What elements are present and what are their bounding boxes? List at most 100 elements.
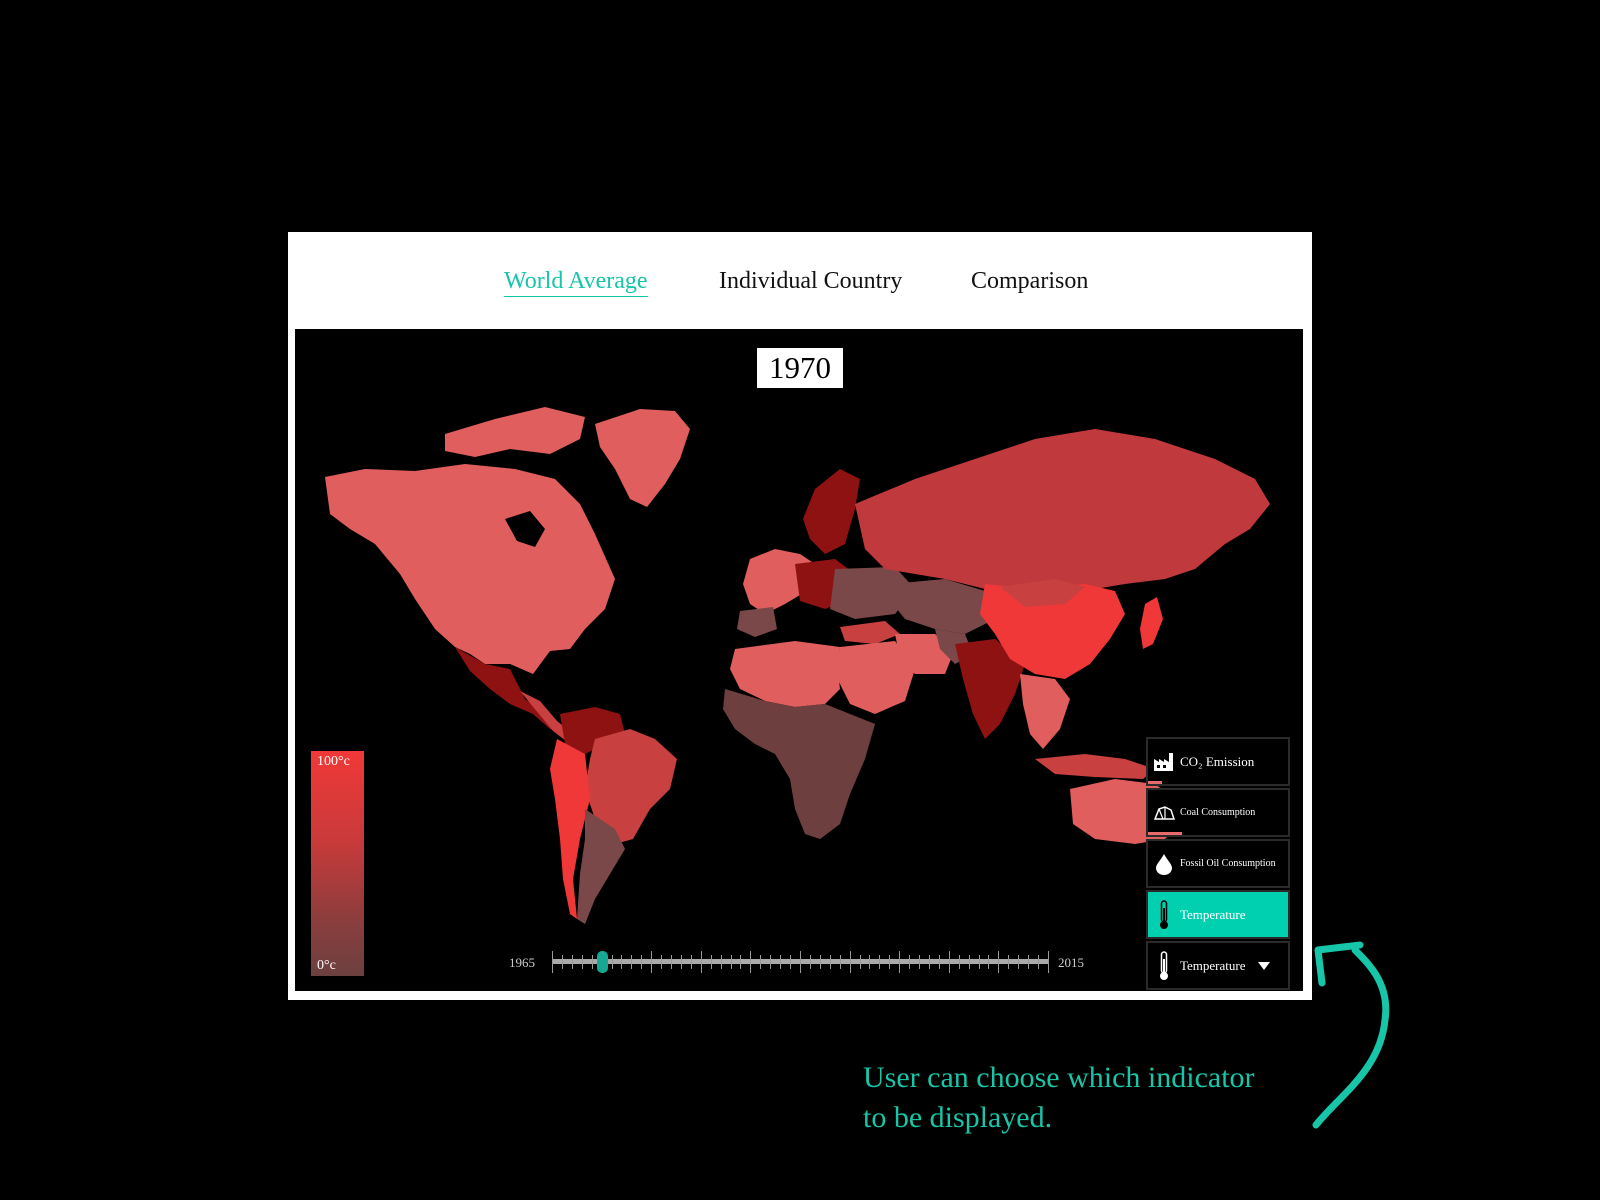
region-turkey xyxy=(840,621,900,644)
region-japan xyxy=(1140,597,1163,649)
region-arctic-islands xyxy=(445,407,585,457)
slider-tick xyxy=(849,951,851,973)
world-map-panel: 1970 100°c 0°c 1965 2015 CO₂ Emission Co… xyxy=(295,329,1303,991)
slider-tick xyxy=(671,955,673,969)
slider-tick xyxy=(571,955,573,969)
region-andes xyxy=(550,739,590,919)
slider-tick xyxy=(1018,955,1020,969)
slider-start-label: 1965 xyxy=(509,955,535,970)
slider-tick xyxy=(790,955,792,969)
slider-tick xyxy=(552,951,553,973)
factory-icon xyxy=(1148,752,1180,772)
slider-tick xyxy=(1028,955,1030,969)
slider-tick xyxy=(641,955,643,969)
region-colombia-venezuela xyxy=(560,707,625,754)
indicator-level-bar xyxy=(1148,832,1182,835)
slider-tick xyxy=(591,955,593,969)
indicator-coal-consumption[interactable]: Coal Consumption xyxy=(1146,788,1290,837)
region-brazil xyxy=(585,729,677,844)
slider-tick xyxy=(800,951,801,973)
slider-tick xyxy=(690,955,692,969)
legend-max-label: 100°c xyxy=(317,754,350,769)
indicator-fossil-oil-consumption[interactable]: Fossil Oil Consumption xyxy=(1146,839,1290,888)
thermometer-icon xyxy=(1148,950,1180,981)
year-slider-ticks xyxy=(552,951,1049,973)
slider-tick xyxy=(938,955,940,969)
slider-tick xyxy=(809,955,811,969)
year-slider-thumb[interactable] xyxy=(597,951,608,973)
indicator-label: Coal Consumption xyxy=(1180,807,1256,818)
slider-tick xyxy=(561,955,563,969)
region-china xyxy=(980,584,1125,679)
slider-tick xyxy=(899,951,901,973)
region-eastern-europe xyxy=(830,567,915,619)
slider-tick xyxy=(730,955,732,969)
slider-tick xyxy=(879,955,881,969)
indicator-co2-emission[interactable]: CO₂ Emission xyxy=(1146,737,1290,786)
slider-tick xyxy=(948,951,950,973)
indicator-label: CO₂ Emission xyxy=(1180,753,1255,769)
region-india xyxy=(955,639,1025,739)
slider-tick xyxy=(998,951,1000,973)
slider-tick xyxy=(889,955,891,969)
slider-tick xyxy=(978,955,980,969)
slider-tick xyxy=(651,951,653,973)
slider-tick xyxy=(819,955,821,969)
slider-tick xyxy=(988,955,990,969)
indicator-label: Fossil Oil Consumption xyxy=(1180,858,1276,869)
chevron-down-icon[interactable] xyxy=(1257,961,1270,970)
slider-tick xyxy=(710,955,712,969)
indicator-panel: CO₂ Emission Coal Consumption Fossil Oil… xyxy=(1146,737,1290,991)
app-frame: World Average Individual Country Compari… xyxy=(288,232,1312,1000)
slider-tick xyxy=(700,951,702,973)
slider-tick xyxy=(760,955,762,969)
slider-tick xyxy=(661,955,663,969)
slider-tick xyxy=(611,955,613,969)
slider-tick xyxy=(869,955,871,969)
slider-tick xyxy=(631,955,633,969)
slider-tick xyxy=(740,955,742,969)
slider-tick xyxy=(720,955,722,969)
dropdown-selected-label: Temperature xyxy=(1180,957,1246,973)
region-scandinavia xyxy=(803,469,860,554)
region-mongolia xyxy=(1000,579,1085,607)
tab-world-average[interactable]: World Average xyxy=(504,268,648,297)
slider-tick xyxy=(958,955,960,969)
slider-tick xyxy=(780,955,782,969)
region-arabia xyxy=(835,641,915,714)
year-display: 1970 xyxy=(757,348,843,388)
region-iberia xyxy=(737,607,777,637)
indicator-temperature[interactable]: Temperature xyxy=(1146,890,1290,939)
slider-end-label: 2015 xyxy=(1058,955,1084,970)
slider-tick xyxy=(909,955,911,969)
region-africa xyxy=(723,689,875,839)
annotation-line-1: User can choose which indicator xyxy=(863,1061,1255,1094)
slider-tick xyxy=(919,955,921,969)
slider-tick xyxy=(621,955,623,969)
color-legend: 100°c 0°c xyxy=(311,751,364,976)
slider-tick xyxy=(1048,951,1049,973)
slider-tick xyxy=(770,955,772,969)
indicator-label: Temperature xyxy=(1180,906,1246,922)
slider-tick xyxy=(829,955,831,969)
region-se-asia xyxy=(1020,674,1070,749)
slider-tick xyxy=(859,955,861,969)
region-central-asia xyxy=(890,579,995,634)
slider-tick xyxy=(968,955,970,969)
slider-tick xyxy=(928,955,930,969)
legend-min-label: 0°c xyxy=(317,958,336,973)
oil-drop-icon xyxy=(1148,853,1180,875)
slider-tick xyxy=(1008,955,1010,969)
tab-comparison[interactable]: Comparison xyxy=(971,268,1089,294)
slider-tick xyxy=(750,951,752,973)
annotation-text: User can choose which indicator to be di… xyxy=(863,1058,1255,1138)
tab-individual-country[interactable]: Individual Country xyxy=(719,268,903,294)
thermometer-icon xyxy=(1148,899,1180,930)
region-central-america xyxy=(520,691,577,744)
indicator-dropdown[interactable]: Temperature xyxy=(1146,941,1290,990)
slider-tick xyxy=(839,955,841,969)
region-russia xyxy=(855,429,1270,599)
indicator-level-bar xyxy=(1148,781,1162,784)
top-nav: World Average Individual Country Compari… xyxy=(288,232,1312,328)
annotation-line-2: to be displayed. xyxy=(863,1101,1053,1134)
